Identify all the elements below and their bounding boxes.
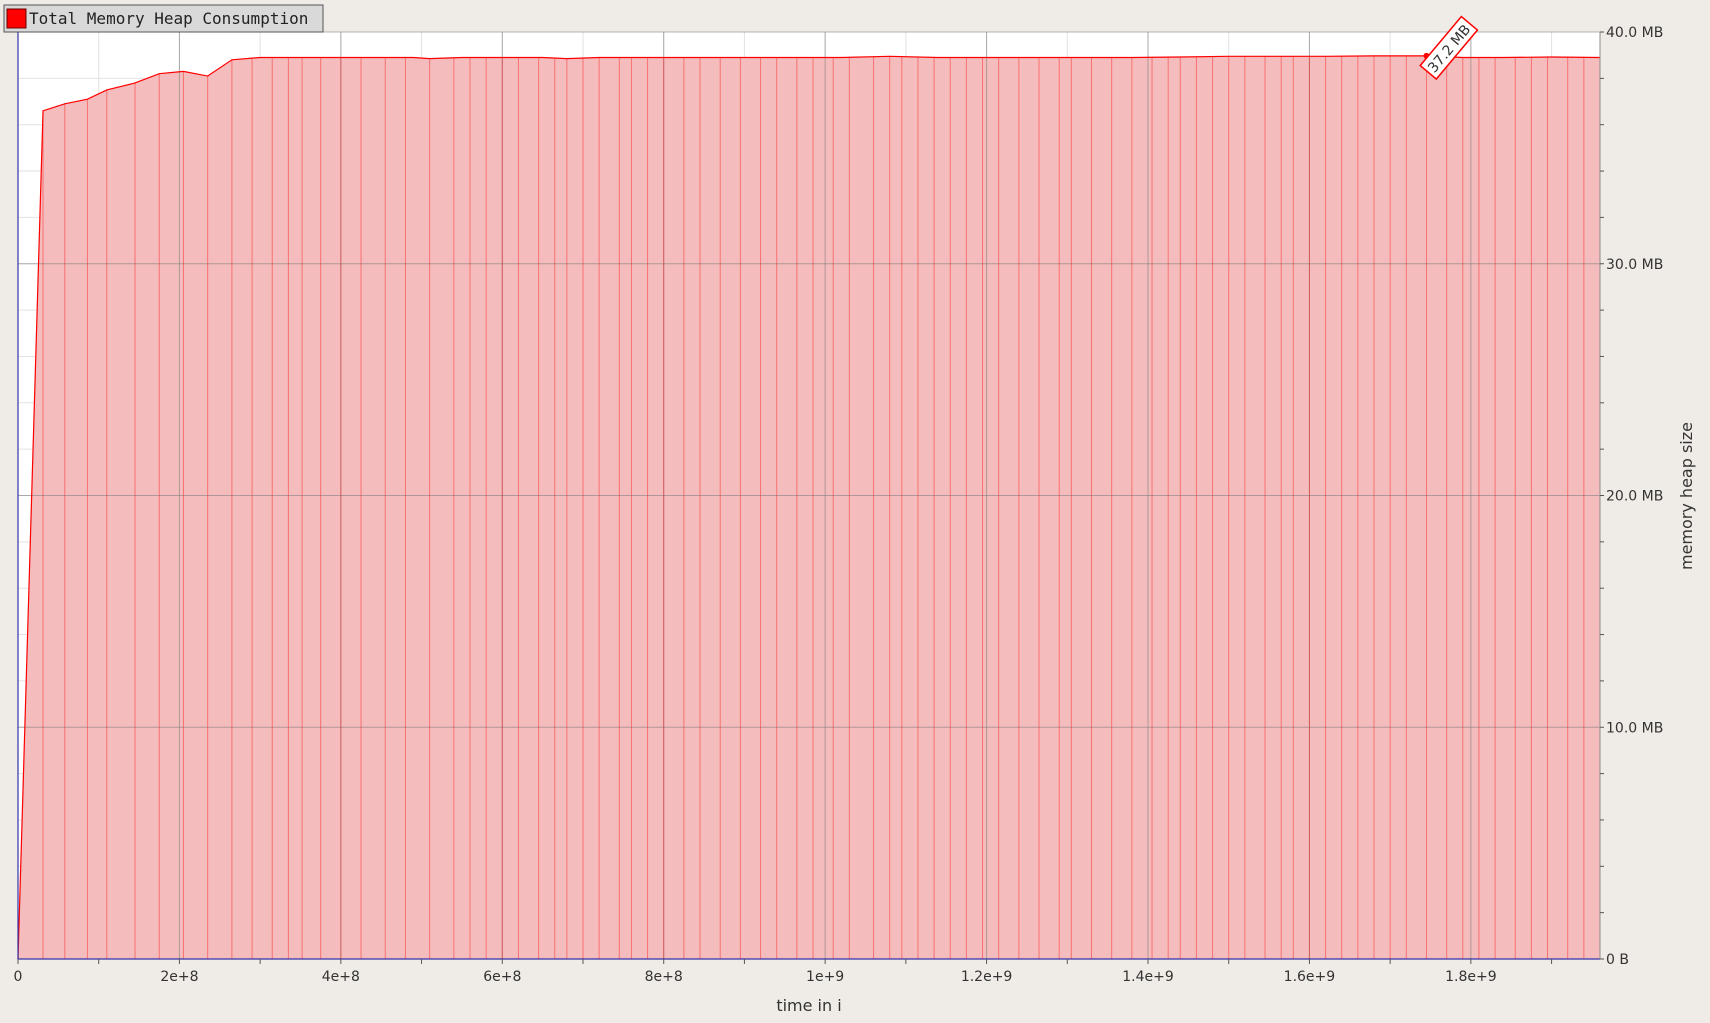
x-axis-title: time in i — [776, 996, 841, 1015]
series-line — [17, 55, 1601, 960]
x-tick-label: 8e+8 — [645, 969, 683, 985]
legend-box — [3, 4, 324, 33]
legend-label: Total Memory Heap Consumption — [29, 9, 308, 28]
y-axis-title: memory heap size — [1677, 422, 1696, 570]
x-tick-label: 1.8e+9 — [1445, 969, 1497, 985]
series-area — [18, 55, 1600, 960]
x-tick-label: 0 — [14, 969, 23, 985]
area-layer — [18, 55, 1600, 960]
y-tick-label: 20.0 MB — [1606, 489, 1663, 505]
x-tick-label: 1.2e+9 — [961, 969, 1013, 985]
x-tick-label: 1.6e+9 — [1284, 969, 1336, 985]
x-tick-label: 2e+8 — [160, 969, 198, 985]
y-tick-label: 40.0 MB — [1606, 25, 1663, 41]
x-tick-label: 6e+8 — [483, 969, 521, 985]
legend-swatch — [6, 8, 27, 29]
sample-lines — [42, 55, 1585, 959]
x-axis-ticks: 0 2e+8 4e+8 6e+8 8e+8 1e+9 1.2e+9 1.4e+9 1.6e+9 1… — [14, 959, 1553, 985]
annotation-box — [1419, 15, 1479, 81]
x-tick-label: 1e+9 — [806, 969, 844, 985]
y-tick-label: 0 B — [1606, 952, 1629, 968]
series-line-layer — [17, 55, 1601, 960]
legend: Total Memory Heap Consumption — [3, 4, 324, 33]
y-tick-label: 10.0 MB — [1606, 720, 1663, 736]
x-tick-label: 4e+8 — [322, 969, 360, 985]
x-tick-label: 1.4e+9 — [1122, 969, 1174, 985]
y-axis-ticks: 0 B 10.0 MB 20.0 MB 30.0 MB 40.0 MB — [1600, 25, 1663, 968]
y-tick-label: 30.0 MB — [1606, 257, 1663, 273]
